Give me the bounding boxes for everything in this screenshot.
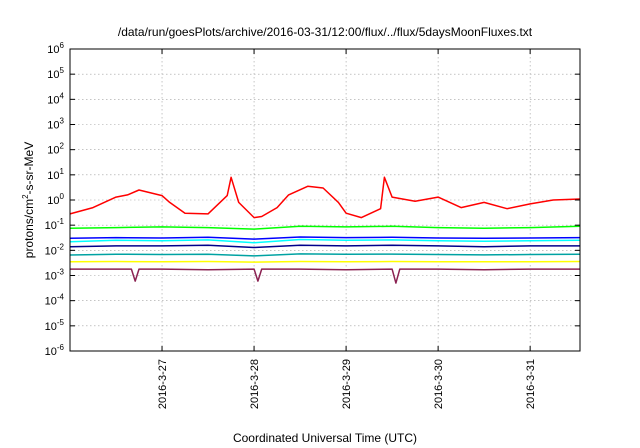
- y-tick-base: 10: [45, 220, 57, 232]
- y-axis-label-post: -s-sr-MeV: [22, 142, 36, 195]
- y-tick-exp: 0: [60, 192, 65, 201]
- y-tick-base: 10: [47, 69, 59, 81]
- y-tick-base: 10: [45, 245, 57, 257]
- y-tick-label: 10-5: [45, 318, 65, 333]
- y-tick-exp: 2: [60, 142, 65, 151]
- y-tick-base: 10: [45, 321, 57, 333]
- y-tick-base: 10: [45, 296, 57, 308]
- series-line-6: [69, 253, 581, 257]
- series-line-2: [69, 225, 581, 230]
- y-tick-label: 101: [47, 167, 64, 182]
- plot-frame: [69, 48, 581, 352]
- y-tick-label: 102: [47, 142, 64, 157]
- y-tick-exp: 4: [60, 91, 65, 100]
- y-tick-base: 10: [45, 346, 57, 358]
- x-tick-label: 2016-3-31: [525, 359, 537, 409]
- y-tick-exp: -4: [57, 293, 65, 302]
- x-tick-label: 2016-3-27: [157, 359, 169, 409]
- y-tick-exp: -1: [57, 217, 65, 226]
- y-tick-label: 10-6: [45, 343, 65, 358]
- x-tick-label: 2016-3-28: [249, 359, 261, 409]
- series-group: [69, 176, 581, 284]
- series-line-3: [69, 238, 581, 244]
- y-tick-base: 10: [47, 94, 59, 106]
- y-tick-label: 10-1: [45, 217, 65, 232]
- y-tick-exp: 3: [60, 117, 65, 126]
- y-tick-label: 103: [47, 117, 64, 132]
- y-tick-base: 10: [45, 271, 57, 283]
- grid-lines: [70, 49, 580, 351]
- y-axis-label: protons/cm2-s-sr-MeV: [21, 142, 36, 258]
- y-tick-exp: -3: [57, 268, 65, 277]
- y-axis-label-sup: 2: [21, 194, 30, 199]
- y-tick-label: 104: [47, 91, 64, 106]
- series-line-4: [69, 236, 581, 240]
- y-tick-label: 10-3: [45, 268, 65, 283]
- y-tick-exp: -6: [57, 343, 65, 352]
- chart-title: /data/run/goesPlots/archive/2016-03-31/1…: [118, 25, 533, 39]
- series-line-1: [69, 176, 581, 219]
- y-tick-label: 106: [47, 41, 64, 56]
- series-line-7: [69, 260, 581, 263]
- y-tick-exp: 1: [60, 167, 65, 176]
- series-line-5: [69, 244, 580, 249]
- y-axis-label-pre: protons/cm: [22, 199, 36, 258]
- y-tick-base: 10: [47, 145, 59, 157]
- series-line-8: [70, 268, 580, 284]
- y-tick-base: 10: [47, 195, 59, 207]
- y-tick-exp: 5: [60, 66, 65, 75]
- y-tick-base: 10: [47, 44, 59, 56]
- y-tick-exp: -5: [57, 318, 65, 327]
- y-tick-base: 10: [47, 120, 59, 132]
- x-tick-label: 2016-3-30: [433, 359, 445, 409]
- x-tick-label: 2016-3-29: [341, 359, 353, 409]
- axis-ticks: 10-610-510-410-310-210-11001011021031041…: [45, 41, 580, 409]
- y-tick-base: 10: [47, 170, 59, 182]
- y-tick-label: 10-4: [45, 293, 65, 308]
- y-tick-label: 105: [47, 66, 64, 81]
- y-tick-exp: 6: [60, 41, 65, 50]
- x-axis-label: Coordinated Universal Time (UTC): [233, 431, 417, 445]
- y-tick-label: 10-2: [45, 242, 65, 257]
- y-tick-exp: -2: [57, 242, 65, 251]
- y-tick-label: 100: [47, 192, 64, 207]
